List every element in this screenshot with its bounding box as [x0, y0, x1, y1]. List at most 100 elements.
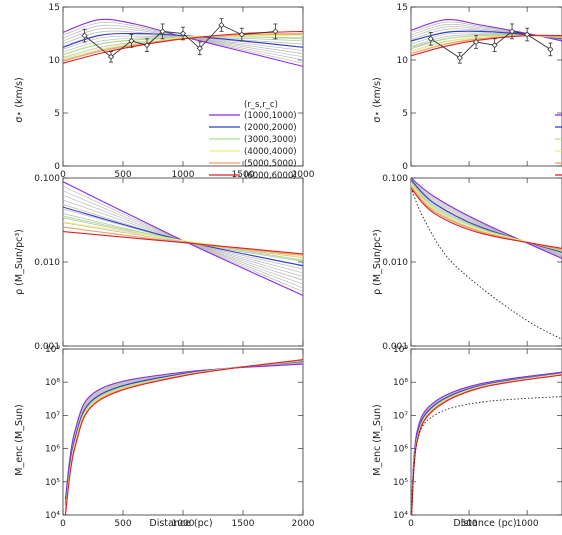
- series-line-5: [64, 359, 303, 514]
- x-axis-label-right: Distance (pc): [453, 518, 516, 529]
- y-tick-label: 10⁹: [45, 345, 60, 355]
- grey-model-line: [65, 360, 303, 511]
- y-tick-label: 10⁸: [393, 378, 408, 388]
- right-middle-panel: 0.001 0.010 0.100: [382, 174, 562, 352]
- observed-line: [84, 24, 276, 58]
- grey-model-line: [411, 181, 562, 256]
- grey-model-line: [63, 24, 303, 61]
- y-tick-label: 10⁴: [45, 511, 60, 521]
- legend-entry: (1000,1000): [244, 111, 297, 121]
- x-tick-label: 1500: [232, 519, 255, 529]
- data-point: [508, 28, 516, 35]
- x-tick-label: 2000: [292, 519, 315, 529]
- grey-model-line: [65, 361, 303, 508]
- panels: 0 5 10 15 0 500 1000 1500 2000 0.001 0.010 0.100 10⁴…: [34, 3, 562, 529]
- grey-model-line: [411, 185, 562, 252]
- y-tick-label: 10: [397, 56, 409, 66]
- y-axis-label-menc-left: M_enc (M_Sun): [14, 404, 25, 476]
- series-line-4: [63, 221, 303, 258]
- data-point: [81, 32, 88, 39]
- y-axis-label-rho-right: ρ (M_Sun/pc³): [372, 229, 383, 295]
- y-tick-label: 10⁵: [393, 478, 408, 488]
- legend-entry: (6000,6000): [244, 171, 297, 181]
- data-point: [179, 30, 187, 37]
- grey-model-line: [411, 372, 562, 507]
- series-line-6: [411, 188, 562, 249]
- series-line-6: [63, 231, 303, 255]
- left-middle-panel: 0.001 0.010 0.100: [34, 174, 304, 352]
- grey-model-line: [65, 361, 303, 507]
- data-point: [524, 31, 531, 38]
- grey-model-line: [63, 27, 303, 58]
- x-tick-label: 1000: [172, 170, 195, 180]
- series-line-3: [411, 181, 562, 252]
- grey-model-line: [63, 21, 303, 64]
- series-line-6: [63, 30, 303, 64]
- legend-header: (r_s,r_c): [244, 100, 278, 110]
- y-tick-label: 5: [54, 109, 60, 119]
- series-line-2: [64, 360, 303, 506]
- series-line-5: [411, 373, 562, 514]
- grey-model-line: [411, 373, 562, 511]
- legend-entry: (2000,2000): [244, 123, 297, 133]
- grey-model-line: [65, 360, 303, 513]
- data-point: [128, 37, 135, 44]
- grey-model-line: [63, 190, 303, 289]
- dotted-model-line: [411, 396, 562, 513]
- y-tick-label: 0.010: [34, 258, 60, 268]
- series-line-4: [411, 183, 562, 251]
- y-axis-label-sigma-left: σ⋆ (km/s): [14, 77, 25, 122]
- legend-entry: (3000,3000): [244, 135, 297, 145]
- series-line-1: [63, 18, 303, 67]
- legend: (r_s,r_c) (1000,1000) (2000,2000) (3000,30…: [209, 100, 562, 181]
- y-tick-label: 10: [49, 56, 61, 66]
- legend-entry: (5000,5000): [244, 159, 297, 169]
- x-tick-label: 1000: [172, 519, 195, 529]
- y-tick-label: 0.100: [34, 174, 60, 184]
- series-line-1: [64, 363, 303, 500]
- grey-model-line: [63, 195, 303, 285]
- y-tick-label: 10⁵: [45, 478, 60, 488]
- y-tick-label: 0.010: [382, 258, 408, 268]
- grey-model-line: [63, 35, 303, 50]
- series-line-4: [63, 34, 303, 60]
- grey-model-line: [65, 362, 303, 503]
- y-tick-label: 10⁷: [45, 411, 60, 421]
- data-point: [472, 38, 480, 46]
- series-line-6: [411, 34, 562, 57]
- x-tick-label: 1000: [516, 519, 539, 529]
- y-axis-label-sigma-right: σ⋆ (km/s): [372, 77, 383, 122]
- series-line-6: [64, 359, 303, 515]
- grey-model-line: [65, 360, 303, 510]
- x-tick-label: 500: [114, 170, 131, 180]
- y-tick-label: 0: [402, 162, 408, 172]
- grey-model-line: [65, 362, 303, 505]
- data-point: [547, 46, 554, 53]
- data-point: [196, 45, 203, 52]
- series-line-2: [411, 179, 562, 253]
- grey-model-line: [411, 372, 562, 506]
- series-line-6: [411, 374, 562, 515]
- y-axis-label-rho-left: ρ (M_Sun/pc³): [14, 229, 25, 295]
- data-point: [491, 42, 498, 49]
- grey-model-line: [411, 374, 562, 514]
- y-tick-label: 0.001: [382, 342, 408, 352]
- y-tick-label: 10⁷: [393, 411, 408, 421]
- data-point: [143, 42, 151, 49]
- data-point: [427, 35, 434, 42]
- x-tick-label: 500: [114, 519, 131, 529]
- y-tick-label: 15: [397, 3, 408, 13]
- data-point: [238, 31, 245, 38]
- left-top-panel: 0 5 10 15 0 500 1000 1500 2000: [49, 3, 315, 180]
- right-top-panel: 0 5 10 15: [397, 3, 562, 172]
- grey-model-line: [411, 372, 562, 509]
- grey-model-line: [65, 359, 303, 514]
- x-tick-label: 0: [60, 519, 66, 529]
- grey-model-line: [411, 372, 562, 508]
- series-line-1: [411, 178, 562, 260]
- data-point: [218, 21, 225, 29]
- grey-model-line: [411, 184, 562, 253]
- right-top-frame: [410, 6, 562, 167]
- right-bottom-frame: [410, 348, 562, 516]
